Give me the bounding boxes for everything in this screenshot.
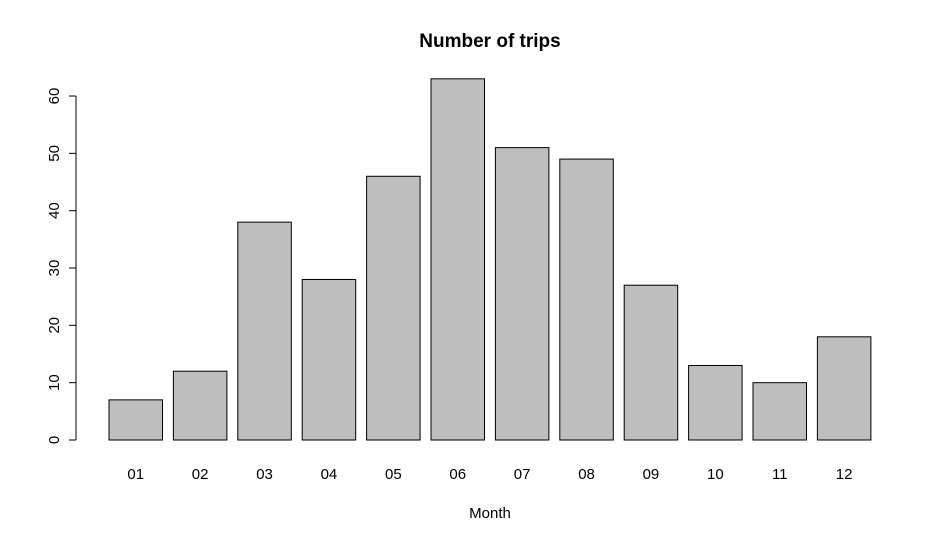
bar-01: [108, 399, 163, 441]
chart-title: Number of trips: [419, 31, 560, 52]
bar-06: [430, 78, 485, 441]
bar-08: [559, 158, 614, 441]
y-tick-label: 20: [46, 317, 63, 334]
x-tick-label: 07: [514, 466, 531, 483]
bar-04: [301, 278, 357, 441]
bar-12: [816, 336, 872, 441]
x-tick-label: 08: [578, 466, 595, 483]
bar-07: [494, 147, 550, 441]
bars-group: [108, 78, 872, 441]
bar-02: [172, 370, 228, 441]
bar-11: [752, 382, 807, 441]
x-axis-label: Month: [469, 505, 511, 522]
y-tick-label: 30: [46, 260, 63, 277]
y-tick-label: 50: [46, 145, 63, 162]
x-tick-labels: 01 02 03 04 05 06 07 08 09 10 11 12: [127, 466, 852, 483]
x-tick-label: 09: [643, 466, 660, 483]
x-tick-label: 04: [321, 466, 338, 483]
y-tick-label: 10: [46, 374, 63, 391]
x-tick-label: 12: [836, 466, 853, 483]
x-tick-label: 11: [772, 466, 788, 483]
x-tick-label: 03: [256, 466, 273, 483]
y-tick-label: 0: [46, 436, 63, 444]
bar-03: [237, 221, 292, 441]
x-tick-label: 10: [707, 466, 724, 483]
y-axis: 0 10 20 30 40 50 60: [46, 88, 77, 444]
x-tick-label: 01: [127, 466, 144, 483]
y-tick-label: 40: [46, 202, 63, 219]
y-tick-label: 60: [46, 88, 63, 105]
bar-09: [623, 284, 679, 441]
x-tick-label: 05: [385, 466, 402, 483]
x-tick-label: 02: [192, 466, 209, 483]
x-tick-label: 06: [449, 466, 466, 483]
bar-10: [688, 364, 743, 441]
bar-05: [366, 175, 421, 441]
